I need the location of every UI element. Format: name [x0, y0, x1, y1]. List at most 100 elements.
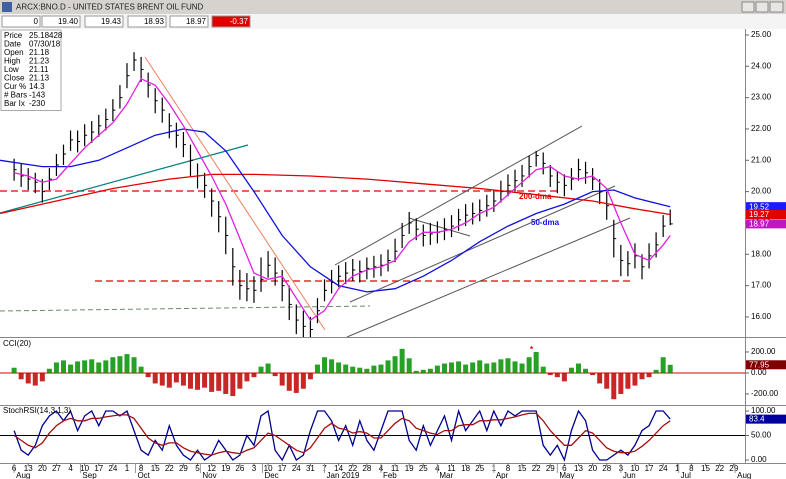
cci-bar	[307, 372, 313, 380]
panel-title: CCI(20)	[3, 339, 31, 348]
cci-bar	[187, 372, 193, 389]
info-value: 21.13	[29, 74, 50, 83]
series-label: 200-dma	[519, 192, 552, 201]
app-icon	[2, 2, 12, 12]
cci-bar	[420, 369, 426, 373]
info-value: 21.23	[29, 57, 50, 66]
cci-bar	[519, 363, 525, 373]
cci-bar	[653, 369, 659, 373]
cci-bar	[89, 359, 95, 373]
x-tick-label: 10	[80, 464, 89, 473]
y-tick-label: 50.00	[751, 431, 772, 440]
info-label: Bar Ix	[4, 99, 25, 108]
cci-bar	[456, 361, 462, 373]
cci-bar	[392, 356, 398, 373]
quote-value: 18.93	[144, 17, 165, 26]
x-tick-label: 22	[532, 464, 541, 473]
cci-bar	[540, 366, 546, 373]
x-tick-label: 13	[24, 464, 33, 473]
price-flag-label: 83.4	[749, 415, 765, 424]
price-flag	[746, 202, 786, 212]
info-label: High	[4, 57, 20, 66]
cci-bar	[279, 372, 285, 386]
cci-bar	[152, 372, 158, 384]
title-bar	[0, 0, 786, 14]
quote-box	[1, 15, 41, 28]
x-tick-label: 3	[252, 464, 257, 473]
cci-bar	[216, 372, 222, 391]
x-tick-label: 18	[461, 464, 470, 473]
x-tick-label: 1	[675, 464, 680, 473]
panels	[0, 29, 786, 464]
cci-bar	[583, 368, 589, 373]
info-value: 21.18	[29, 48, 50, 57]
y-tick-label: 24.00	[751, 61, 772, 70]
month-label: Sep	[82, 471, 97, 479]
x-tick-label: 8	[689, 464, 694, 473]
trendline	[144, 56, 326, 331]
cci-bar	[110, 357, 116, 373]
cci-plot	[0, 348, 745, 400]
y-tick-label: 25.00	[751, 30, 772, 39]
y-tick-label: 100.00	[751, 406, 776, 415]
x-tick-label: 22	[165, 464, 174, 473]
cci-bar	[96, 362, 102, 373]
month-label: Nov	[202, 471, 216, 479]
cci-bar	[258, 366, 264, 373]
quote-box	[127, 15, 167, 28]
month-label: Dec	[264, 471, 278, 479]
cci-bar	[357, 367, 363, 373]
minimize-button[interactable]	[741, 1, 755, 13]
maximize-button[interactable]	[755, 1, 769, 13]
cci-bar	[441, 363, 447, 373]
channel-line	[346, 217, 631, 337]
cci-bar	[498, 359, 504, 373]
x-tick-label: 24	[108, 464, 117, 473]
cci-bar	[293, 372, 299, 393]
window-title: ARCX:BNO.D - UNITED STATES BRENT OIL FUN…	[16, 3, 204, 12]
cci-bar	[25, 372, 31, 384]
month-label: Apr	[496, 471, 509, 479]
cci-bar	[625, 372, 631, 389]
cci-bar	[166, 372, 172, 388]
cci-bar	[533, 351, 539, 373]
cci-bar	[32, 372, 38, 386]
x-tick-label: 1	[125, 464, 130, 473]
quote-box	[84, 15, 124, 28]
price-plot	[0, 52, 673, 337]
quote-value: -0.37	[230, 17, 249, 26]
cci-bar	[576, 363, 582, 373]
x-tick-label: 17	[645, 464, 654, 473]
cci-bar	[477, 360, 483, 373]
x-tick-label: 29	[179, 464, 188, 473]
channel-line	[408, 217, 471, 237]
info-label: Close	[4, 74, 25, 83]
price-flag	[746, 209, 786, 219]
y-tick-label: -200.00	[751, 389, 779, 398]
info-box	[0, 29, 62, 111]
cci-bar	[180, 372, 186, 386]
indicator-line	[13, 412, 671, 456]
x-tick-label: 15	[701, 464, 710, 473]
cci-bar	[470, 362, 476, 373]
info-value: 14.3	[29, 82, 45, 91]
cci-bar	[660, 357, 666, 373]
cci-bar	[209, 372, 215, 392]
drawing-tools	[0, 56, 631, 337]
x-tick-label: 15	[518, 464, 527, 473]
month-label: Aug	[737, 471, 751, 479]
x-tick-label: 15	[151, 464, 160, 473]
x-tick-label: 19	[405, 464, 414, 473]
cci-bar	[300, 372, 306, 389]
x-tick-label: 25	[419, 464, 428, 473]
info-label: Open	[4, 48, 24, 57]
cci-bar	[117, 356, 123, 373]
cci-bar	[131, 357, 137, 373]
cci-bar	[512, 361, 518, 373]
x-tick-label: 13	[574, 464, 583, 473]
x-tick-label: 14	[334, 464, 343, 473]
x-tick-label: 17	[278, 464, 287, 473]
cci-bar	[11, 367, 17, 373]
info-value: 07/30/18	[29, 40, 61, 49]
close-button[interactable]	[769, 1, 784, 13]
